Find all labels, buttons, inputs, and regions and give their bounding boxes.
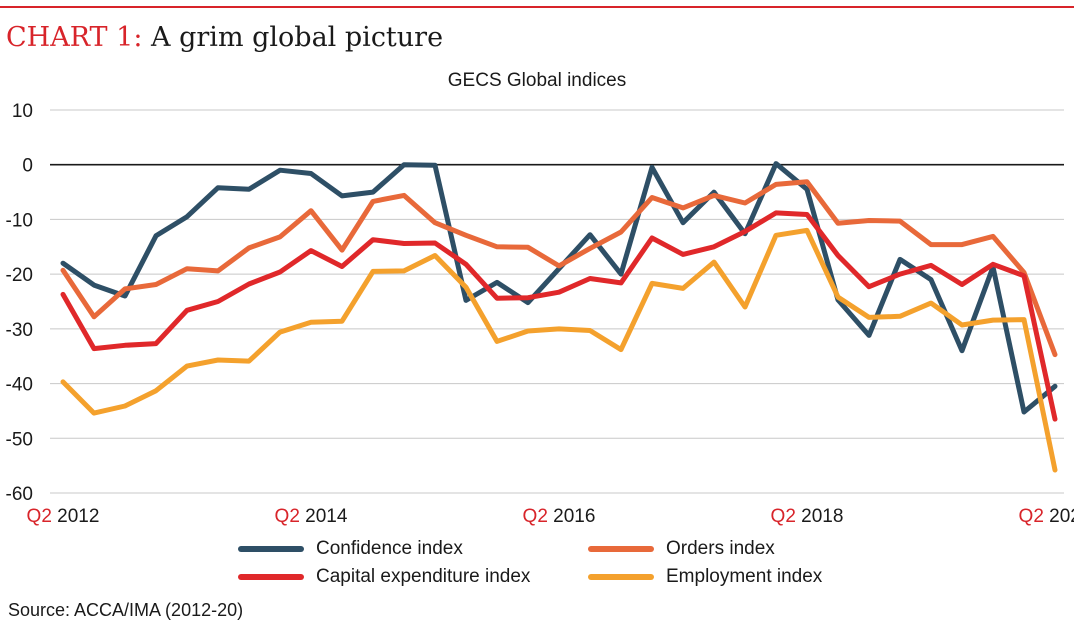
legend-item-orders: Orders index bbox=[588, 538, 775, 560]
chart-heading: CHART 1: A grim global picture bbox=[6, 22, 443, 53]
x-tick-year: 2020 bbox=[1049, 506, 1074, 527]
x-tick-year: 2012 bbox=[57, 506, 99, 527]
legend-label-orders: Orders index bbox=[666, 538, 775, 559]
y-tick-label: -50 bbox=[6, 429, 33, 450]
chart-title: GECS Global indices bbox=[447, 70, 627, 91]
x-tick-quarter: Q2 bbox=[27, 506, 58, 527]
y-tick-label: -10 bbox=[6, 210, 33, 231]
top-rule bbox=[0, 6, 1074, 8]
y-tick-label: -30 bbox=[6, 320, 33, 341]
source-note: Source: ACCA/IMA (2012-20) bbox=[8, 600, 244, 620]
x-tick-quarter: Q2 bbox=[523, 506, 554, 527]
y-tick-label: 0 bbox=[22, 156, 33, 177]
legend-label-employment: Employment index bbox=[666, 566, 823, 587]
legend-swatch-employment bbox=[588, 574, 654, 580]
y-tick-label: 10 bbox=[12, 101, 33, 122]
legend-label-capex: Capital expenditure index bbox=[316, 566, 531, 587]
legend-item-capex: Capital expenditure index bbox=[238, 566, 530, 588]
series-line-capital-expenditure-index bbox=[60, 210, 1058, 422]
x-tick-year: 2014 bbox=[305, 506, 348, 527]
x-tick-quarter: Q2 bbox=[275, 506, 306, 527]
legend-swatch-orders bbox=[588, 546, 654, 552]
legend-item-employment: Employment index bbox=[588, 566, 822, 588]
x-tick-quarter: Q2 bbox=[1019, 506, 1050, 527]
x-tick-label: Q2 2016 bbox=[523, 506, 596, 527]
legend-swatch-confidence bbox=[238, 546, 304, 552]
legend-label-confidence: Confidence index bbox=[316, 538, 463, 559]
x-tick-label: Q2 2018 bbox=[771, 506, 844, 527]
x-tick-label: Q2 2020 bbox=[1019, 506, 1074, 527]
x-tick-year: 2018 bbox=[801, 506, 843, 527]
legend-item-confidence: Confidence index bbox=[238, 538, 463, 560]
y-tick-label: -60 bbox=[6, 484, 33, 505]
legend-swatch-capex bbox=[238, 574, 304, 580]
series-line-employment-index bbox=[60, 227, 1058, 473]
x-tick-label: Q2 2014 bbox=[275, 506, 348, 527]
y-tick-label: -40 bbox=[6, 375, 33, 396]
series-line-confidence-index bbox=[60, 161, 1058, 415]
x-tick-quarter: Q2 bbox=[771, 506, 802, 527]
chart-number-label: CHART 1: bbox=[6, 22, 143, 53]
x-tick-year: 2016 bbox=[553, 506, 595, 527]
chart-heading-title: A grim global picture bbox=[151, 22, 444, 53]
x-tick-label: Q2 2012 bbox=[27, 506, 100, 527]
chart-legend: Confidence index Orders index Capital ex… bbox=[0, 538, 1074, 598]
series-line-orders-index bbox=[60, 179, 1058, 358]
y-tick-label: -20 bbox=[6, 265, 33, 286]
